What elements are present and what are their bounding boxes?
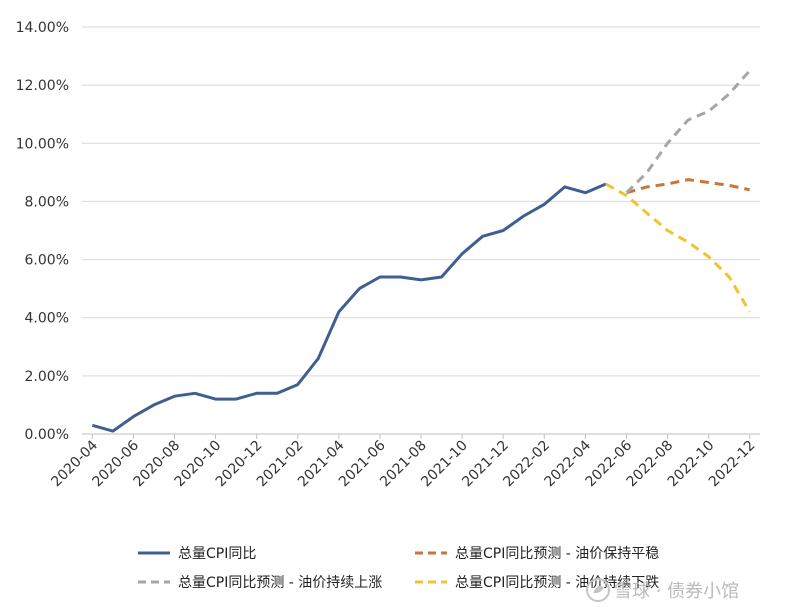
watermark-text: 雪球 · 债券小馆: [614, 581, 739, 602]
y-tick-label: 8.00%: [25, 194, 69, 210]
legend-label: 总量CPI同比预测 - 油价持续上涨: [178, 574, 382, 591]
watermark: 雪球 · 债券小馆: [586, 578, 739, 602]
y-tick-label: 12.00%: [16, 78, 69, 94]
y-tick-label: 0.00%: [25, 427, 69, 443]
snowball-logo-icon: [586, 578, 610, 602]
legend-label: 总量CPI同比: [178, 546, 256, 562]
y-tick-label: 2.00%: [25, 369, 69, 385]
series-line: [625, 69, 751, 194]
series-lines: [91, 69, 751, 433]
series-line: [91, 182, 607, 433]
y-tick-label: 6.00%: [25, 253, 69, 269]
y-tick-label: 14.00%: [16, 20, 69, 36]
series-line: [605, 182, 751, 313]
y-tick-label: 4.00%: [25, 311, 69, 327]
y-tick-label: 10.00%: [16, 136, 69, 152]
legend-label: 总量CPI同比预测 - 油价保持平稳: [455, 546, 659, 562]
x-axis-tick-labels: 2020-042020-062020-082020-102020-122021-…: [48, 434, 759, 490]
y-axis-tick-labels: 0.00% 2.00% 4.00% 6.00% 8.00% 10.00% 12.00% 14.…: [16, 20, 69, 443]
gridlines: [82, 26, 760, 377]
series-line: [626, 178, 751, 195]
